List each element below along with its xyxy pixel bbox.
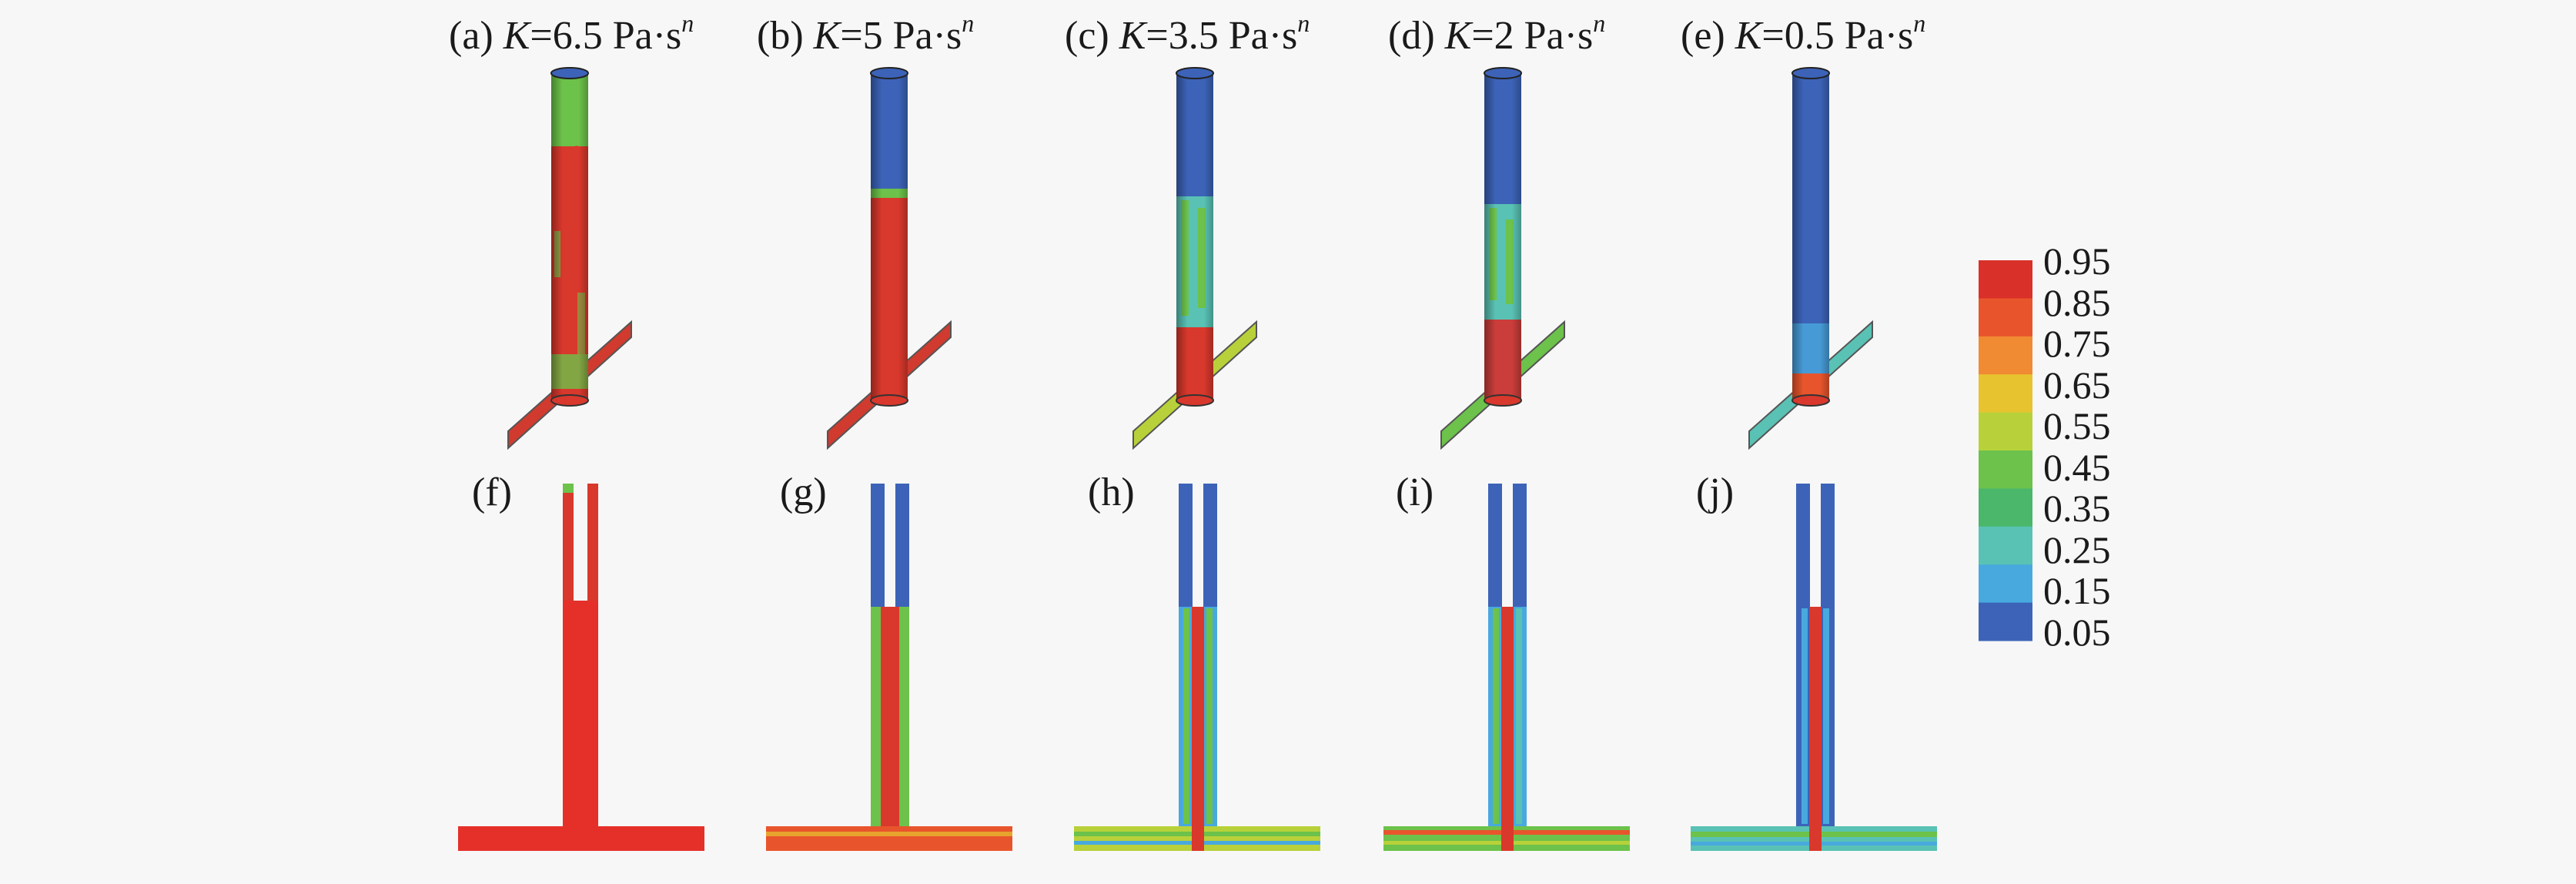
- panel-c-letter: (c): [1065, 14, 1109, 58]
- panel-f-label: (f): [472, 470, 512, 514]
- legend-tick: 0.95: [2043, 239, 2111, 283]
- n-exponent: n: [1913, 9, 1926, 37]
- legend-tick: 0.75: [2043, 322, 2111, 365]
- legend-tick: 0.15: [2043, 569, 2111, 612]
- panel-c-3d-model: [1132, 67, 1257, 450]
- panel-f-cross-section: [458, 484, 704, 851]
- panel-i-label: (i): [1396, 470, 1434, 514]
- legend-color-segment: [1979, 374, 2032, 414]
- panel-e-k-value: =0.5 Pa·s: [1761, 14, 1914, 58]
- panel-b-letter: (b): [757, 14, 804, 58]
- panel-i-cross-section: [1383, 484, 1630, 851]
- panel-g-label: (g): [780, 470, 827, 514]
- panel-d-3d-model: [1440, 67, 1565, 450]
- legend-tick: 0.25: [2043, 528, 2111, 571]
- legend-tick: 0.05: [2043, 611, 2111, 654]
- legend-color-segment: [1979, 412, 2032, 451]
- n-exponent: n: [1593, 9, 1606, 37]
- k-symbol: K: [1444, 14, 1472, 58]
- panel-c-k-value: =3.5 Pa·s: [1146, 14, 1298, 58]
- legend-color-segment: [1979, 602, 2032, 641]
- n-exponent: n: [1297, 9, 1310, 37]
- legend-color-segment: [1979, 564, 2032, 604]
- legend-tick: 0.45: [2043, 446, 2111, 489]
- legend-color-segment: [1979, 260, 2032, 299]
- legend-tick: 0.85: [2043, 281, 2111, 324]
- k-symbol: K: [1119, 14, 1146, 58]
- panel-b-3d-model: [827, 67, 952, 450]
- panel-g-cross-section: [766, 484, 1012, 851]
- legend-tick: 0.65: [2043, 363, 2111, 407]
- panel-d-letter: (d): [1388, 14, 1435, 58]
- panel-d-label: (d) K=2 Pa·sn: [1388, 9, 1605, 59]
- panel-j-label: (j): [1696, 470, 1735, 514]
- panel-c-label: (c) K=3.5 Pa·sn: [1065, 9, 1310, 59]
- panel-b-k-value: =5 Pa·s: [840, 14, 962, 58]
- legend-tick: 0.55: [2043, 404, 2111, 447]
- legend-color-segment: [1979, 336, 2032, 375]
- panel-e-letter: (e): [1681, 14, 1725, 58]
- panel-d-k-value: =2 Pa·s: [1471, 14, 1594, 58]
- panel-h-cross-section: [1074, 484, 1320, 851]
- panel-b-label: (b) K=5 Pa·sn: [757, 9, 974, 59]
- panel-a-label: (a) K=6.5 Pa·sn: [449, 9, 694, 59]
- panel-e-label: (e) K=0.5 Pa·sn: [1681, 9, 1925, 59]
- panel-j-cross-section: [1691, 484, 1937, 851]
- panel-a-k-value: =6.5 Pa·s: [530, 14, 682, 58]
- n-exponent: n: [681, 9, 694, 37]
- panel-e-3d-model: [1748, 67, 1873, 450]
- panel-h-label: (h): [1088, 470, 1135, 514]
- legend-color-segment: [1979, 450, 2032, 489]
- n-exponent: n: [962, 9, 975, 37]
- legend-tick: 0.35: [2043, 487, 2111, 530]
- panel-a-3d-model: [507, 67, 632, 450]
- panel-a-letter: (a): [449, 14, 493, 58]
- legend-color-segment: [1979, 488, 2032, 527]
- k-symbol: K: [813, 14, 841, 58]
- legend-color-bar: [1979, 260, 2032, 641]
- k-symbol: K: [1735, 14, 1762, 58]
- legend-color-segment: [1979, 526, 2032, 565]
- k-symbol: K: [503, 14, 530, 58]
- legend-color-segment: [1979, 298, 2032, 337]
